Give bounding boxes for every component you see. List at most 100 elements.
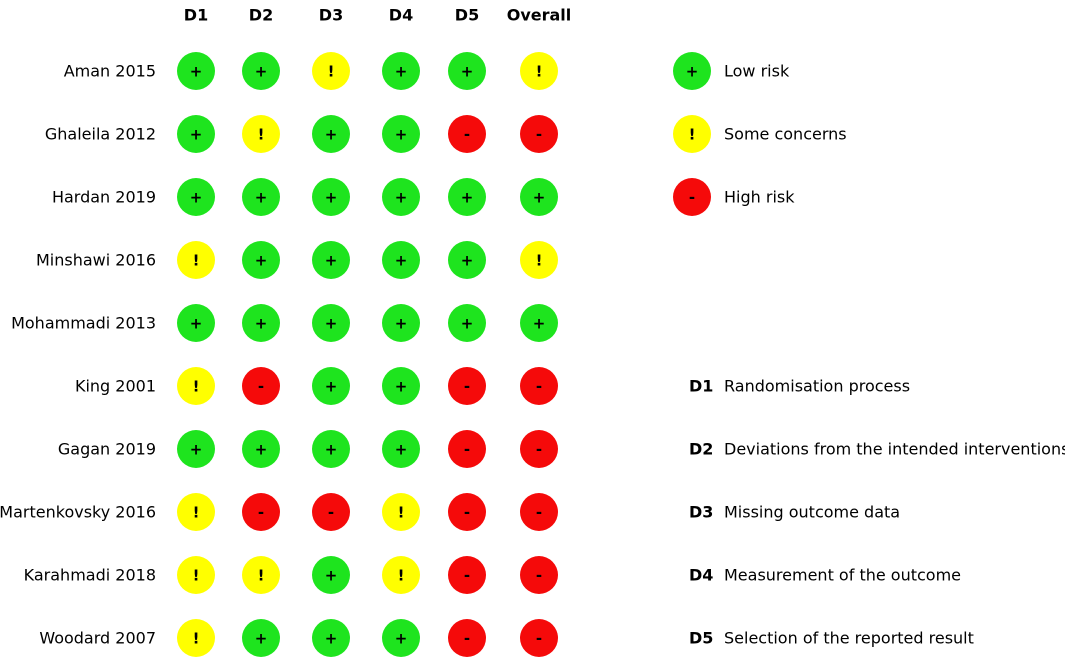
column-header-d4: D4 (389, 6, 413, 25)
domain-description: Measurement of the outcome (724, 566, 961, 585)
study-label: Karahmadi 2018 (24, 566, 156, 585)
rating-mark-circle (448, 178, 486, 216)
rating-mark-circle (448, 556, 486, 594)
rating-mark-symbol: ! (536, 252, 543, 270)
rating-mark-symbol: + (190, 63, 203, 81)
rating-mark-circle (382, 556, 420, 594)
rating-mark-circle (382, 178, 420, 216)
rating-mark-circle (382, 115, 420, 153)
study-label: Mohammadi 2013 (11, 314, 156, 333)
rating-mark-symbol: ! (193, 567, 200, 585)
rating-mark-circle (312, 241, 350, 279)
domain-description: Randomisation process (724, 377, 910, 396)
rating-mark-symbol: + (190, 315, 203, 333)
rating-mark-symbol: - (536, 504, 542, 522)
rating-mark-symbol: + (190, 441, 203, 459)
rating-mark-symbol: - (258, 378, 264, 396)
study-label: Minshawi 2016 (36, 251, 156, 270)
rating-mark-symbol: + (255, 252, 268, 270)
rating-mark-circle (382, 367, 420, 405)
legend-label: High risk (724, 188, 795, 207)
rating-mark-circle (382, 430, 420, 468)
column-header-d3: D3 (319, 6, 343, 25)
domain-description: Deviations from the intended interventio… (724, 440, 1065, 459)
rating-mark-symbol: - (464, 126, 470, 144)
rating-mark-symbol: + (461, 315, 474, 333)
rating-mark-circle (520, 304, 558, 342)
rating-mark-circle (312, 304, 350, 342)
rating-mark-symbol: - (536, 378, 542, 396)
rating-mark-circle (177, 178, 215, 216)
rating-mark-circle (177, 304, 215, 342)
rating-mark-circle (242, 115, 280, 153)
legend-marker-circle (673, 178, 711, 216)
legend-marker-symbol: - (689, 189, 695, 207)
rating-mark-symbol: + (461, 189, 474, 207)
rating-mark-symbol: - (464, 504, 470, 522)
legend-label: Low risk (724, 62, 790, 81)
rating-mark-symbol: + (533, 189, 546, 207)
rating-mark-circle (448, 493, 486, 531)
rating-mark-circle (382, 493, 420, 531)
rating-mark-symbol: - (536, 630, 542, 648)
rating-mark-symbol: + (325, 126, 338, 144)
rating-mark-symbol: + (325, 441, 338, 459)
rating-mark-circle (177, 115, 215, 153)
rating-mark-symbol: + (255, 63, 268, 81)
rating-mark-circle (448, 115, 486, 153)
rating-mark-circle (312, 619, 350, 657)
rating-mark-symbol: ! (193, 378, 200, 396)
study-label: King 2001 (75, 377, 156, 396)
domain-code: D4 (689, 566, 713, 585)
rating-mark-symbol: ! (258, 126, 265, 144)
rating-mark-symbol: ! (536, 63, 543, 81)
rating-mark-symbol: + (325, 630, 338, 648)
rating-mark-circle (242, 241, 280, 279)
rating-mark-circle (242, 52, 280, 90)
rating-mark-circle (312, 556, 350, 594)
rating-mark-circle (177, 493, 215, 531)
rating-mark-circle (520, 493, 558, 531)
rating-mark-symbol: + (395, 441, 408, 459)
rating-mark-circle (520, 178, 558, 216)
rating-mark-symbol: ! (193, 504, 200, 522)
rating-mark-symbol: + (325, 378, 338, 396)
study-label: Ghaleila 2012 (45, 125, 156, 144)
rating-mark-symbol: ! (398, 504, 405, 522)
rating-mark-symbol: - (536, 567, 542, 585)
rating-mark-circle (448, 619, 486, 657)
rating-mark-circle (382, 52, 420, 90)
study-label: Martenkovsky 2016 (0, 503, 156, 522)
rating-mark-circle (177, 619, 215, 657)
rating-mark-symbol: + (255, 630, 268, 648)
legend-marker-circle (673, 115, 711, 153)
rating-mark-circle (242, 430, 280, 468)
rating-mark-symbol: + (325, 567, 338, 585)
rating-mark-symbol: + (255, 315, 268, 333)
rating-mark-circle (312, 493, 350, 531)
rating-mark-symbol: + (395, 630, 408, 648)
rating-mark-symbol: + (395, 315, 408, 333)
column-header-d2: D2 (249, 6, 273, 25)
rating-mark-circle (242, 367, 280, 405)
rating-mark-symbol: + (255, 441, 268, 459)
rating-mark-circle (520, 430, 558, 468)
domain-description: Missing outcome data (724, 503, 900, 522)
study-label: Woodard 2007 (39, 629, 156, 648)
column-header-d1: D1 (184, 6, 208, 25)
rating-mark-circle (448, 430, 486, 468)
domain-code: D2 (689, 440, 713, 459)
rating-mark-circle (177, 241, 215, 279)
column-header-d5: D5 (455, 6, 479, 25)
domain-code: D3 (689, 503, 713, 522)
rating-mark-symbol: + (395, 252, 408, 270)
rating-mark-symbol: + (325, 252, 338, 270)
rating-mark-circle (312, 178, 350, 216)
rating-mark-circle (520, 52, 558, 90)
rating-mark-circle (382, 241, 420, 279)
rating-mark-circle (382, 619, 420, 657)
domain-code: D1 (689, 377, 713, 396)
rating-mark-circle (242, 304, 280, 342)
rating-mark-symbol: + (461, 63, 474, 81)
